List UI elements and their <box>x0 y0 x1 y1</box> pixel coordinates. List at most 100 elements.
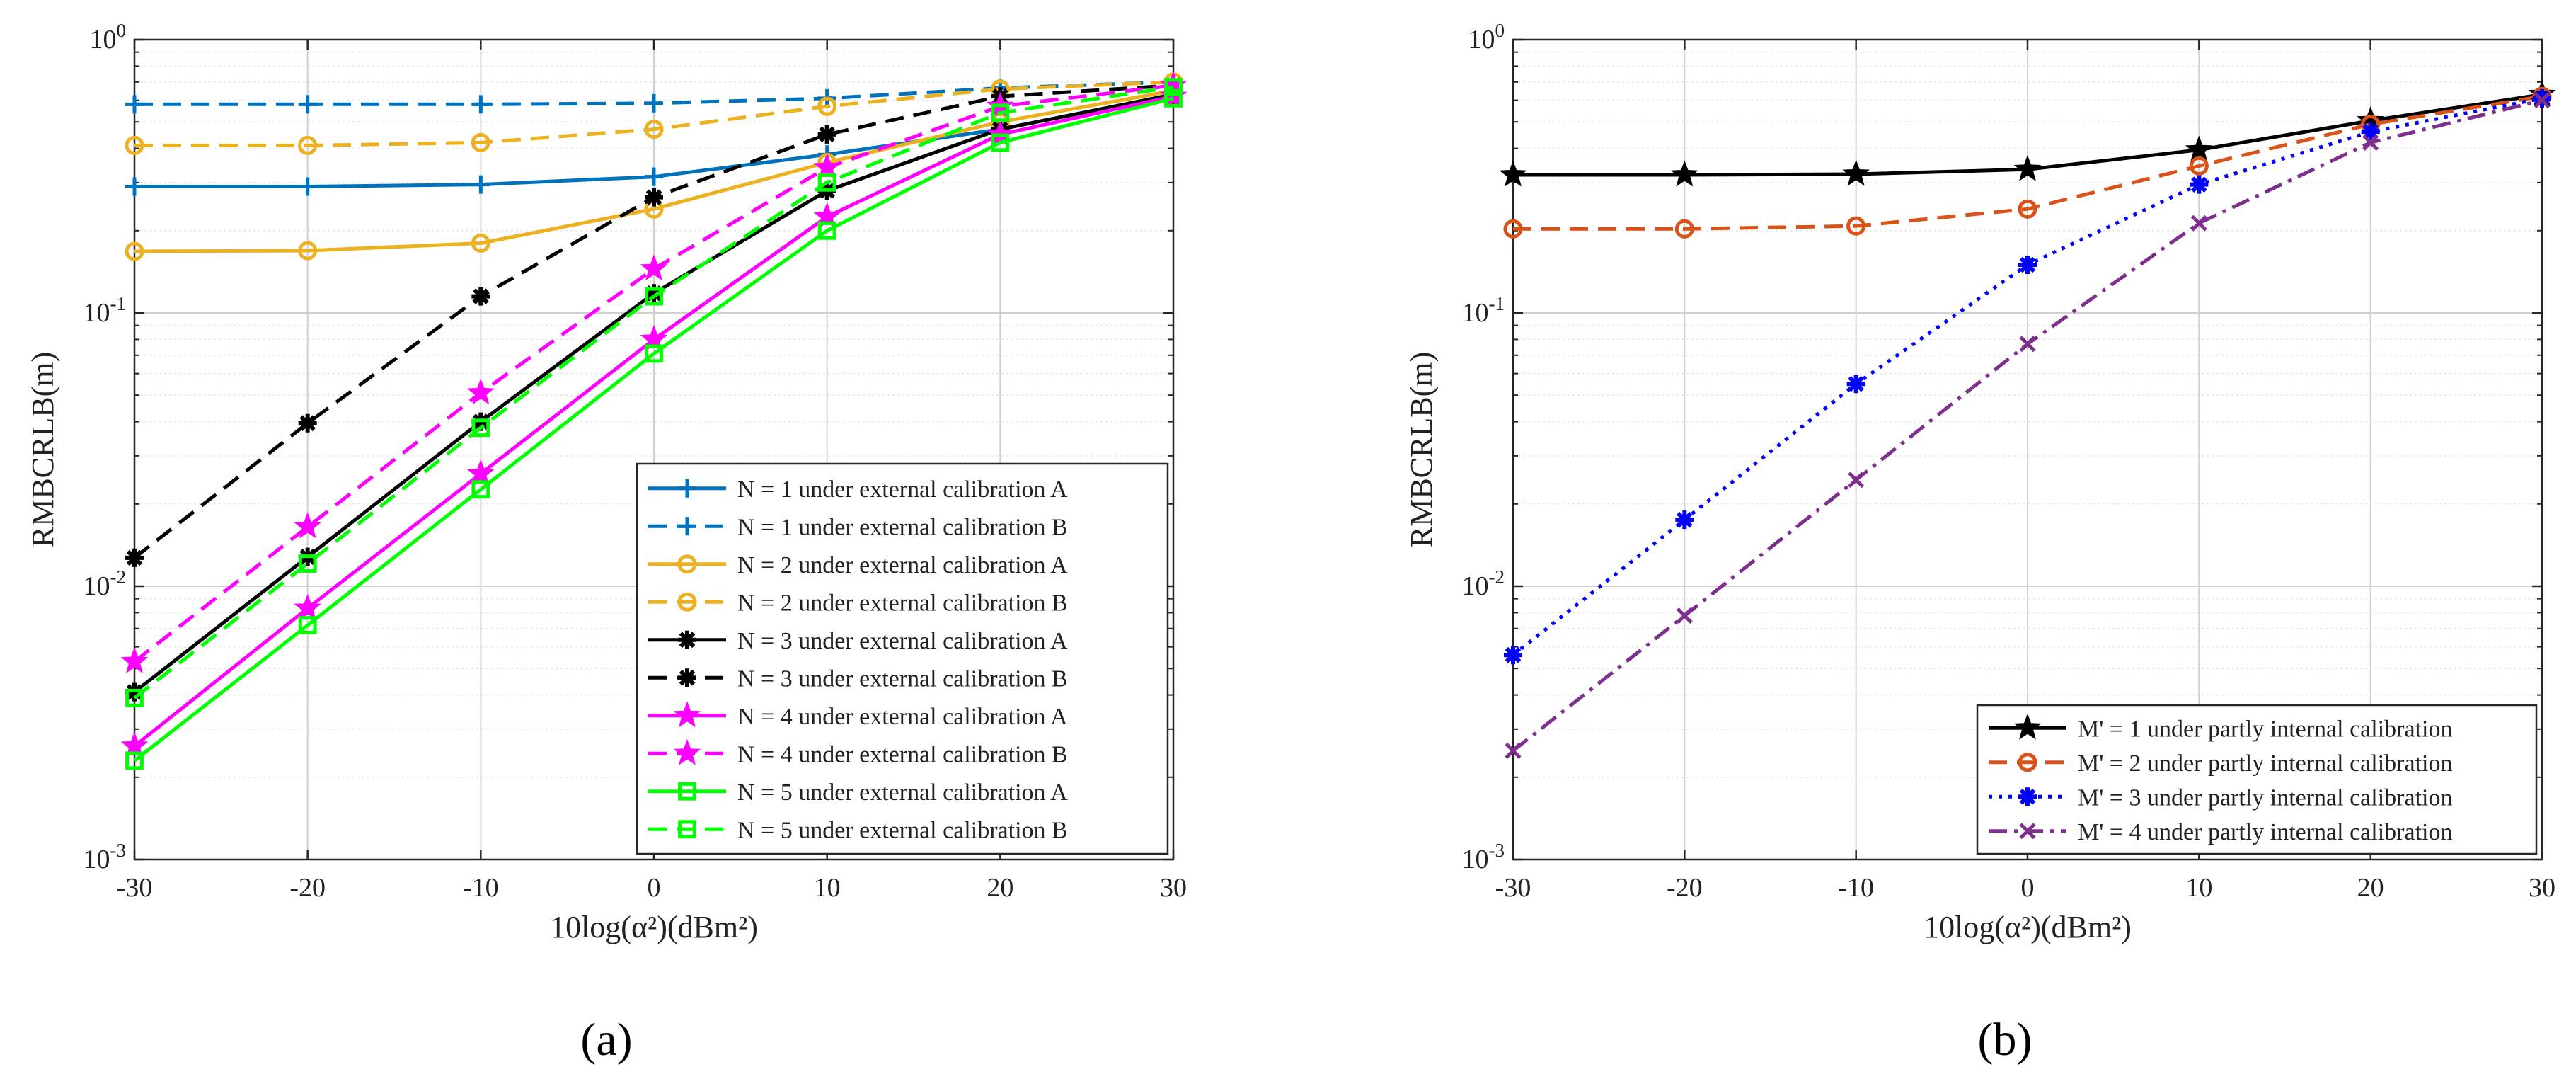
marker-square <box>125 688 144 707</box>
panel-label: (b) <box>1978 1014 2032 1066</box>
series-line <box>133 85 1174 699</box>
marker-square <box>991 103 1010 122</box>
legend-item: M' = 1 under partly internal calibration <box>1989 713 2452 742</box>
marker-square <box>645 287 663 306</box>
legend-box <box>1976 704 2538 855</box>
legend-item: N = 3 under external calibration B <box>648 666 1068 692</box>
legend-box <box>636 462 1169 855</box>
x-tick-label: -10 <box>463 873 499 903</box>
legend-label: N = 3 under external calibration B <box>737 666 1068 692</box>
marker-star <box>120 647 149 673</box>
marker-star <box>2013 154 2042 181</box>
marker-circle <box>298 135 318 156</box>
marker-asterisk <box>1504 646 1522 665</box>
ticks <box>1512 38 2543 861</box>
marker-x <box>2019 336 2036 353</box>
x-tick-label: -20 <box>1667 873 1703 903</box>
legend-label: N = 5 under external calibration A <box>737 779 1068 806</box>
marker-asterisk <box>678 668 696 687</box>
legend-label: M' = 1 under partly internal calibration <box>2078 716 2452 742</box>
marker-plus <box>298 95 317 114</box>
marker-square <box>1164 78 1183 97</box>
marker-asterisk <box>2018 787 2037 806</box>
marker-asterisk <box>678 630 696 649</box>
marker-asterisk <box>2190 175 2209 194</box>
x-tick-label: -30 <box>1495 873 1531 903</box>
legend-label: N = 2 under external calibration B <box>737 590 1068 616</box>
marker-star <box>2185 135 2213 162</box>
legend-item: M' = 2 under partly internal calibration <box>1989 750 2452 777</box>
marker-asterisk <box>645 284 663 303</box>
marker-plus <box>298 177 317 196</box>
marker-star <box>1670 160 1698 187</box>
marker-circle <box>298 241 318 261</box>
marker-square <box>298 554 317 573</box>
marker-plus <box>678 517 696 536</box>
marker-star <box>640 254 668 281</box>
x-axis-label: 10log(α²)(dBm²) <box>1924 910 2132 944</box>
y-axis-label: RMBCRLB(m) <box>25 352 60 547</box>
x-tick-label: -30 <box>117 873 153 903</box>
legend-item: M' = 4 under partly internal calibration <box>1989 819 2452 845</box>
marker-x <box>1848 472 1865 489</box>
series-group <box>1499 80 2556 759</box>
legend-label: N = 5 under external calibration B <box>737 817 1068 843</box>
marker-square <box>678 820 696 839</box>
marker-circle <box>677 592 697 612</box>
x-tick-label: 30 <box>1160 873 1187 903</box>
y-tick-label: 10-3 <box>84 840 127 874</box>
chart-panel-b: -30 -20 -10 0 10 20 30 100 10-1 10-2 10-3 10log(α²)… <box>1404 20 2556 1066</box>
x-tick-label: -20 <box>289 873 326 903</box>
marker-x <box>1676 607 1693 624</box>
marker-plus <box>125 95 144 114</box>
legend-label: N = 4 under external calibration A <box>737 704 1068 730</box>
marker-circle <box>125 241 144 261</box>
marker-square <box>298 616 317 634</box>
marker-circle <box>644 120 664 139</box>
marker-square <box>817 221 836 240</box>
legend: N = 1 under external calibration A N = 1 … <box>636 462 1169 855</box>
marker-square <box>471 480 490 499</box>
legend-item: N = 1 under external calibration B <box>648 514 1068 540</box>
marker-x <box>2019 823 2036 840</box>
legend-label: N = 1 under external calibration B <box>737 514 1068 540</box>
marker-asterisk <box>1675 510 1694 530</box>
marker-circle <box>125 135 144 156</box>
marker-asterisk <box>125 548 144 567</box>
marker-circle <box>471 233 490 253</box>
marker-star <box>466 378 495 405</box>
marker-circle <box>677 554 697 574</box>
marker-x <box>2190 215 2207 232</box>
series-4 <box>1505 92 2551 759</box>
legend-item: M' = 3 under partly internal calibration <box>1989 784 2452 811</box>
y-tick-label: 10-1 <box>1462 293 1505 328</box>
legend-label: M' = 2 under partly internal calibration <box>2078 750 2452 777</box>
marker-plus <box>645 93 663 113</box>
marker-circle <box>1846 216 1866 236</box>
legend-label: N = 3 under external calibration A <box>737 628 1068 654</box>
marker-circle <box>1674 219 1694 239</box>
y-tick-label: 10-1 <box>84 293 127 328</box>
series-line <box>1513 94 2543 231</box>
marker-star <box>120 731 149 758</box>
marker-plus <box>645 167 663 186</box>
legend-item: N = 5 under external calibration B <box>648 817 1068 843</box>
marker-plus <box>678 479 696 498</box>
legend-item: N = 2 under external calibration A <box>648 552 1068 578</box>
marker-circle <box>2018 199 2037 219</box>
x-tick-label: 20 <box>987 873 1013 903</box>
marker-star <box>813 153 841 180</box>
series-line <box>133 96 1174 762</box>
y-axis-label: RMBCRLB(m) <box>1404 352 1439 547</box>
marker-asterisk <box>2361 122 2380 142</box>
legend-label: N = 4 under external calibration B <box>737 741 1068 767</box>
marker-star <box>673 738 701 765</box>
marker-circle <box>817 96 837 116</box>
legend-label: M' = 3 under partly internal calibration <box>2078 784 2452 811</box>
marker-x <box>2534 92 2551 109</box>
marker-star <box>673 701 701 728</box>
marker-circle <box>1503 219 1523 239</box>
legend-item: N = 4 under external calibration A <box>648 701 1068 730</box>
marker-square <box>817 173 836 192</box>
marker-star <box>294 512 322 539</box>
